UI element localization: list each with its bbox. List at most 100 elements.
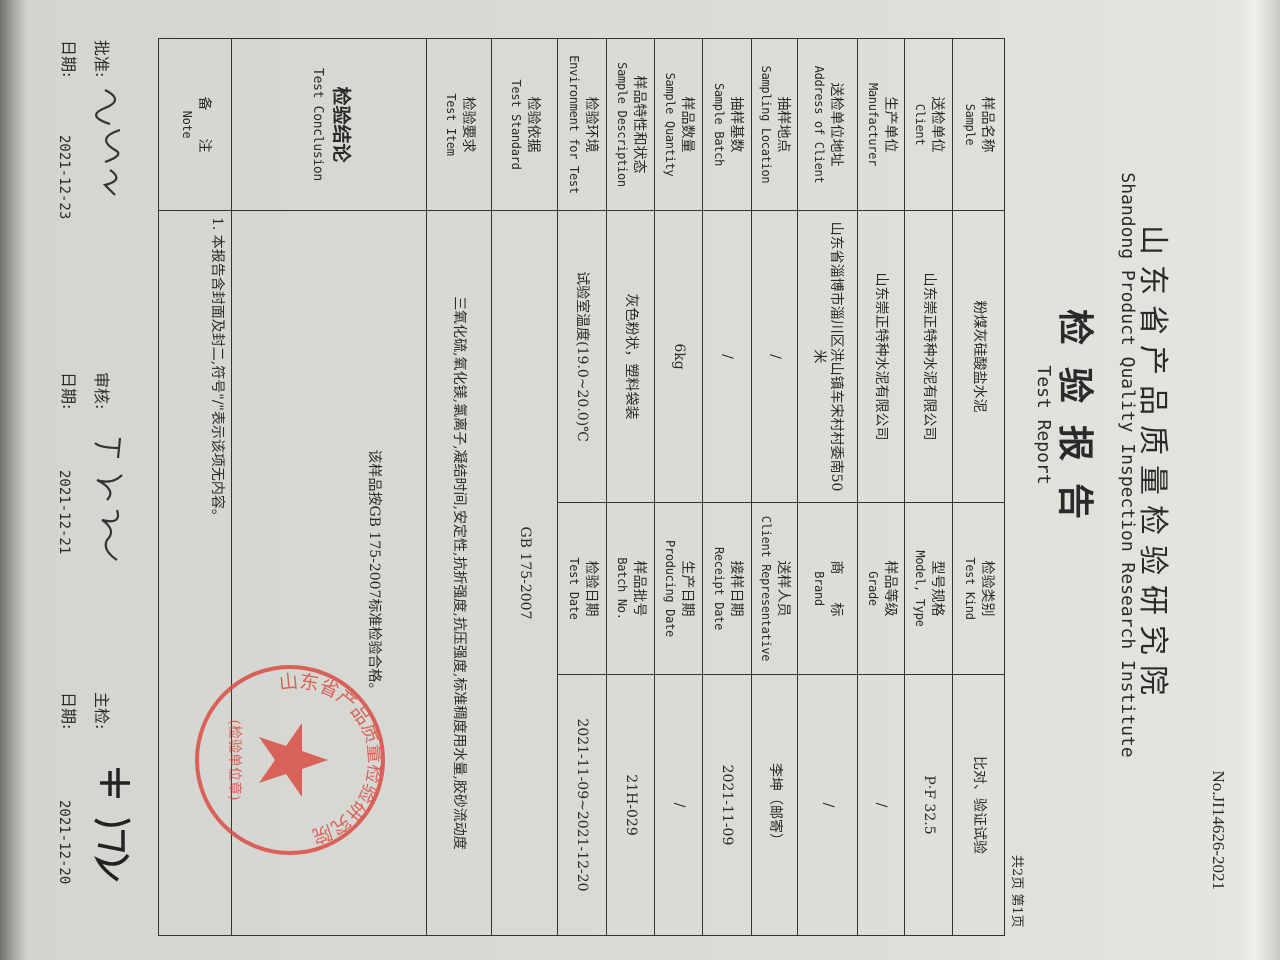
report-number: No.JI14626-2021 — [1209, 770, 1228, 890]
label-cn: 生产日期 — [679, 560, 696, 617]
approve-date-label: 日期: — [59, 40, 78, 78]
label-en: Test Item — [444, 93, 458, 156]
table-row: 检验环境 Environment for Test 试验室温度(19.0~20.0)… — [557, 38, 607, 936]
field-value: 2021-11-09~2021-12-20 — [557, 674, 607, 936]
seal-subtext: (检验单位章) — [226, 720, 243, 801]
label-cn: 生产单位 — [882, 96, 898, 153]
label-test-conclusion: 检验结论 Test Conclusion — [231, 38, 427, 211]
field-value: / — [857, 674, 905, 936]
label-en: Model, Type — [913, 550, 928, 627]
field-label: 送样人员 Client Representative — [751, 502, 798, 675]
label-en: Receipt Date — [712, 546, 726, 631]
field-label: 样品名称 Sample — [952, 38, 1005, 211]
official-seal-stamp: 山东省产品质量检验研究院 (检验单位章) — [195, 665, 386, 855]
reviewer-signature — [94, 437, 123, 561]
label-cn: 送样人员 — [775, 560, 792, 617]
label-en: Address of Client — [812, 65, 827, 184]
seal-ring — [195, 665, 385, 855]
label-cn: 检验结论 — [330, 86, 352, 163]
field-label: 样品批号 Batch No. — [606, 502, 655, 675]
field-value: 山东崇正特种水泥有限公司 — [857, 210, 905, 503]
label-test-item: 检验要求 Test Item — [426, 38, 492, 211]
field-label: 生产日期 Producing Date — [654, 502, 703, 675]
label-cn: 样品特性和状态 — [631, 75, 648, 174]
field-value: / — [751, 210, 798, 503]
row-test-standard: 检验依据 Test Standard GB 175-2007 — [491, 38, 558, 936]
label-en: Sample — [963, 103, 978, 146]
label-en: Test Date — [567, 557, 581, 620]
label-en: Test Conclusion — [310, 68, 325, 181]
table-row: 抽样地点 Sampling Location / 送样人员 Client Represe… — [751, 38, 798, 936]
label-en: Client Representative — [759, 515, 774, 662]
label-cn: 样品批号 — [631, 560, 648, 617]
label-en: Client — [913, 103, 928, 146]
table-row: 样品特性和状态 Sample Description 灰色粉状，塑料袋装 样品批号 Ba… — [606, 38, 655, 936]
label-en: Producing Date — [663, 540, 678, 637]
field-label: 型号规格 Model, Type — [904, 502, 953, 675]
approve-label: 批准: — [92, 40, 111, 78]
field-label: 样品等级 Grade — [857, 502, 905, 675]
field-value: P·F 32.5 — [904, 674, 953, 936]
review-date-label: 日期: — [59, 372, 78, 410]
label-cn: 检验类别 — [979, 560, 996, 617]
field-label: 送检单位地址 Address of Client — [797, 38, 858, 211]
table-row: 生产单位 Manufacturer 山东崇正特种水泥有限公司 样品等级 Grade / — [857, 38, 905, 936]
test-report-document: No.JI14626-2021 山东省产品质量检验研究院 Shandong Pr… — [56, 38, 1228, 936]
institute-name-cn: 山东省产品质量检验研究院 — [1135, 225, 1170, 705]
field-label: 样品特性和状态 Sample Description — [606, 38, 655, 211]
field-value: / — [654, 674, 703, 936]
field-value: 灰色粉状，塑料袋装 — [606, 210, 655, 503]
approve-date: 2021-12-23 — [56, 135, 72, 220]
inspect-date: 2021-12-20 — [56, 800, 72, 885]
label-en: Manufacturer — [866, 82, 880, 167]
label-en: Sample Description — [615, 62, 630, 187]
label-cn: 检验日期 — [583, 560, 599, 617]
label-en: Test Kind — [963, 557, 978, 620]
label-cn: 检验环境 — [583, 96, 599, 153]
field-label: 样品数量 Sample Quantity — [654, 38, 703, 211]
label-en: Brand — [812, 571, 827, 606]
label-en: Grade — [866, 571, 880, 606]
label-cn: 样品数量 — [679, 96, 696, 153]
field-label: 检验环境 Environment for Test — [557, 38, 607, 211]
field-value: 试验室温度(19.0~20.0)℃ — [557, 210, 607, 503]
label-cn: 检验依据 — [525, 96, 542, 153]
field-label: 接样日期 Receipt Date — [702, 502, 752, 675]
report-title-en: Test Report — [1033, 365, 1054, 485]
label-en: Sampling Location — [759, 65, 774, 184]
field-value: 6kg — [654, 210, 703, 503]
value-test-standard: GB 175-2007 — [491, 210, 558, 936]
field-value: / — [797, 674, 858, 936]
field-label: 生产单位 Manufacturer — [857, 38, 905, 211]
report-title-cn: 检验报告 — [1054, 308, 1096, 541]
label-cn: 接样日期 — [728, 560, 744, 617]
review-label: 审核: — [92, 372, 111, 410]
field-label: 商 标 Brand — [797, 502, 858, 675]
label-cn: 样品等级 — [882, 560, 898, 617]
table-row: 抽样基数 Sample Batch / 接样日期 Receipt Date 2021-11… — [702, 38, 752, 936]
field-label: 抽样地点 Sampling Location — [751, 38, 798, 211]
label-cn: 送检单位地址 — [828, 82, 845, 167]
label-en: Note — [180, 110, 194, 139]
field-value: / — [702, 210, 752, 503]
field-label: 抽样基数 Sample Batch — [702, 38, 752, 211]
field-value: 比对、验证试验 — [952, 674, 1005, 936]
review-date: 2021-12-21 — [56, 470, 72, 555]
label-cn: 样品名称 — [979, 96, 996, 153]
approver-signature — [95, 89, 121, 196]
label-en: Environment for Test — [567, 55, 581, 194]
inspector-signature — [94, 768, 131, 882]
table-row: 样品数量 Sample Quantity 6kg 生产日期 Producing Date… — [654, 38, 703, 936]
institute-name-en: Shandong Product Quality Inspection Rese… — [1117, 172, 1138, 758]
field-value: 山东崇正特种水泥有限公司 — [904, 210, 953, 503]
page-count: 共2页 第1页 — [1009, 855, 1024, 928]
field-value: 粉煤灰硅酸盐水泥 — [952, 210, 1005, 503]
label-cn: 商 标 — [828, 560, 845, 617]
table-row: 样品名称 Sample 粉煤灰硅酸盐水泥 检验类别 Test Kind 比对、验证试验 — [952, 38, 1005, 936]
label-en: Batch No. — [615, 557, 630, 620]
inspect-date-label: 日期: — [59, 692, 78, 730]
row-test-item: 检验要求 Test Item 三氧化硫,氧化镁,氯离子,凝结时间,安定性,抗折强度… — [426, 38, 492, 936]
field-label: 检验类别 Test Kind — [952, 502, 1005, 675]
label-en: Test Standard — [509, 79, 524, 170]
label-cn: 型号规格 — [929, 560, 946, 617]
